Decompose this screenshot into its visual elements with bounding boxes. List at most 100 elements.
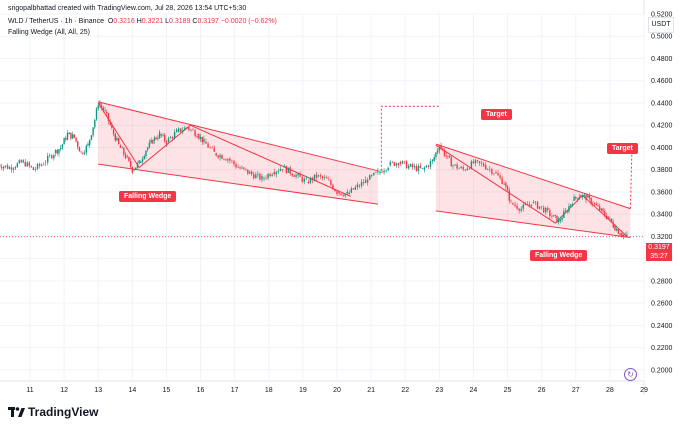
candle-body (109, 121, 111, 125)
candle-body (456, 164, 458, 169)
candle-body (289, 167, 291, 174)
candle-body (283, 166, 286, 168)
candle-body (175, 129, 178, 133)
y-tick-label: 0.4000 (651, 145, 673, 152)
candle-body (171, 137, 174, 139)
symbol-label[interactable]: WLD / TetherUS · 1h · Binance (8, 18, 104, 25)
candle-body (54, 150, 57, 154)
candle-body (485, 165, 487, 170)
y-tick-label: 0.4600 (651, 78, 673, 85)
candle-body (592, 204, 594, 205)
candle-body (356, 184, 359, 188)
candle-body (281, 169, 284, 170)
x-tick-label: 26 (538, 387, 546, 394)
candle-body (590, 197, 592, 205)
y-tick-label: 0.2000 (651, 367, 673, 374)
x-tick-label: 23 (435, 387, 443, 394)
candle-body (279, 169, 282, 171)
candle-body (348, 192, 350, 195)
candle-body (520, 208, 522, 211)
candle-body (1, 166, 3, 169)
candle-body (482, 163, 485, 167)
x-tick-label: 25 (504, 387, 512, 394)
candle-body (622, 234, 625, 237)
candle-body (141, 158, 144, 162)
candle-body (342, 194, 344, 196)
candle-body (328, 179, 330, 181)
candle-body (162, 134, 164, 136)
candle-body (617, 229, 620, 234)
candle-body (405, 161, 408, 169)
candle-body (223, 158, 225, 160)
candle-body (387, 167, 389, 171)
candle-body (42, 164, 45, 166)
candle-body (97, 105, 99, 109)
y-tick-label: 0.2200 (651, 345, 673, 352)
candle-body (407, 165, 410, 169)
candle-body (70, 132, 72, 139)
candle-body (22, 160, 24, 163)
low-value: 0.3189 (169, 18, 191, 25)
x-tick-label: 15 (163, 387, 171, 394)
x-tick-label: 20 (333, 387, 341, 394)
candle-body (16, 163, 19, 168)
candle-body (540, 206, 543, 207)
candle-body (255, 174, 257, 179)
candle-body (624, 234, 626, 236)
candle-body (180, 128, 182, 132)
candle-body (87, 143, 89, 146)
candle-body (277, 170, 280, 172)
candle-body (100, 105, 103, 108)
candle-body (383, 170, 385, 173)
candle-body (158, 132, 161, 139)
candle-body (568, 206, 570, 212)
candle-body (616, 229, 618, 231)
candle-body (397, 163, 400, 166)
candle-body (401, 161, 404, 164)
candle-body (303, 178, 305, 182)
candle-body (578, 196, 580, 200)
candle-body (585, 194, 587, 201)
candle-body (235, 164, 237, 168)
candle-body (40, 164, 43, 166)
candle-body (466, 168, 469, 171)
y-tick-label: 0.2400 (651, 323, 673, 330)
candle-body (18, 160, 20, 164)
candle-body (551, 216, 553, 217)
falling-wedge-2-upper-line (435, 143, 631, 210)
candle-body (65, 138, 67, 140)
candle-body (196, 136, 198, 138)
x-tick-label: 16 (197, 387, 205, 394)
candle-body (379, 171, 381, 174)
x-tick-label: 17 (231, 387, 239, 394)
currency-unit[interactable]: USDT (648, 17, 674, 33)
candle-body (140, 161, 142, 164)
target-label-2: Target (607, 143, 638, 154)
indicator-label[interactable]: Falling Wedge (All, All, 25) (8, 29, 90, 36)
candle-body (263, 177, 265, 179)
candle-body (215, 153, 217, 156)
candle-body (440, 145, 442, 149)
candle-body (309, 177, 312, 183)
x-tick-label: 18 (265, 387, 273, 394)
candle-body (321, 176, 324, 178)
candle-body (49, 155, 51, 156)
candle-body (556, 215, 558, 223)
close-label: C (192, 18, 198, 25)
candle-body (524, 204, 526, 205)
candle-body (95, 108, 98, 120)
candle-body (607, 216, 609, 219)
candle-body (85, 145, 87, 153)
candle-body (367, 179, 369, 183)
candle-body (602, 208, 604, 212)
candle-body (566, 211, 568, 213)
candle-body (217, 155, 219, 158)
candle-body (501, 177, 503, 184)
candle-body (275, 171, 277, 175)
candle-body (233, 160, 235, 165)
candle-body (61, 144, 64, 148)
candle-body (487, 168, 489, 170)
candle-body (51, 155, 53, 159)
replay-icon[interactable]: ↻ (624, 368, 637, 381)
